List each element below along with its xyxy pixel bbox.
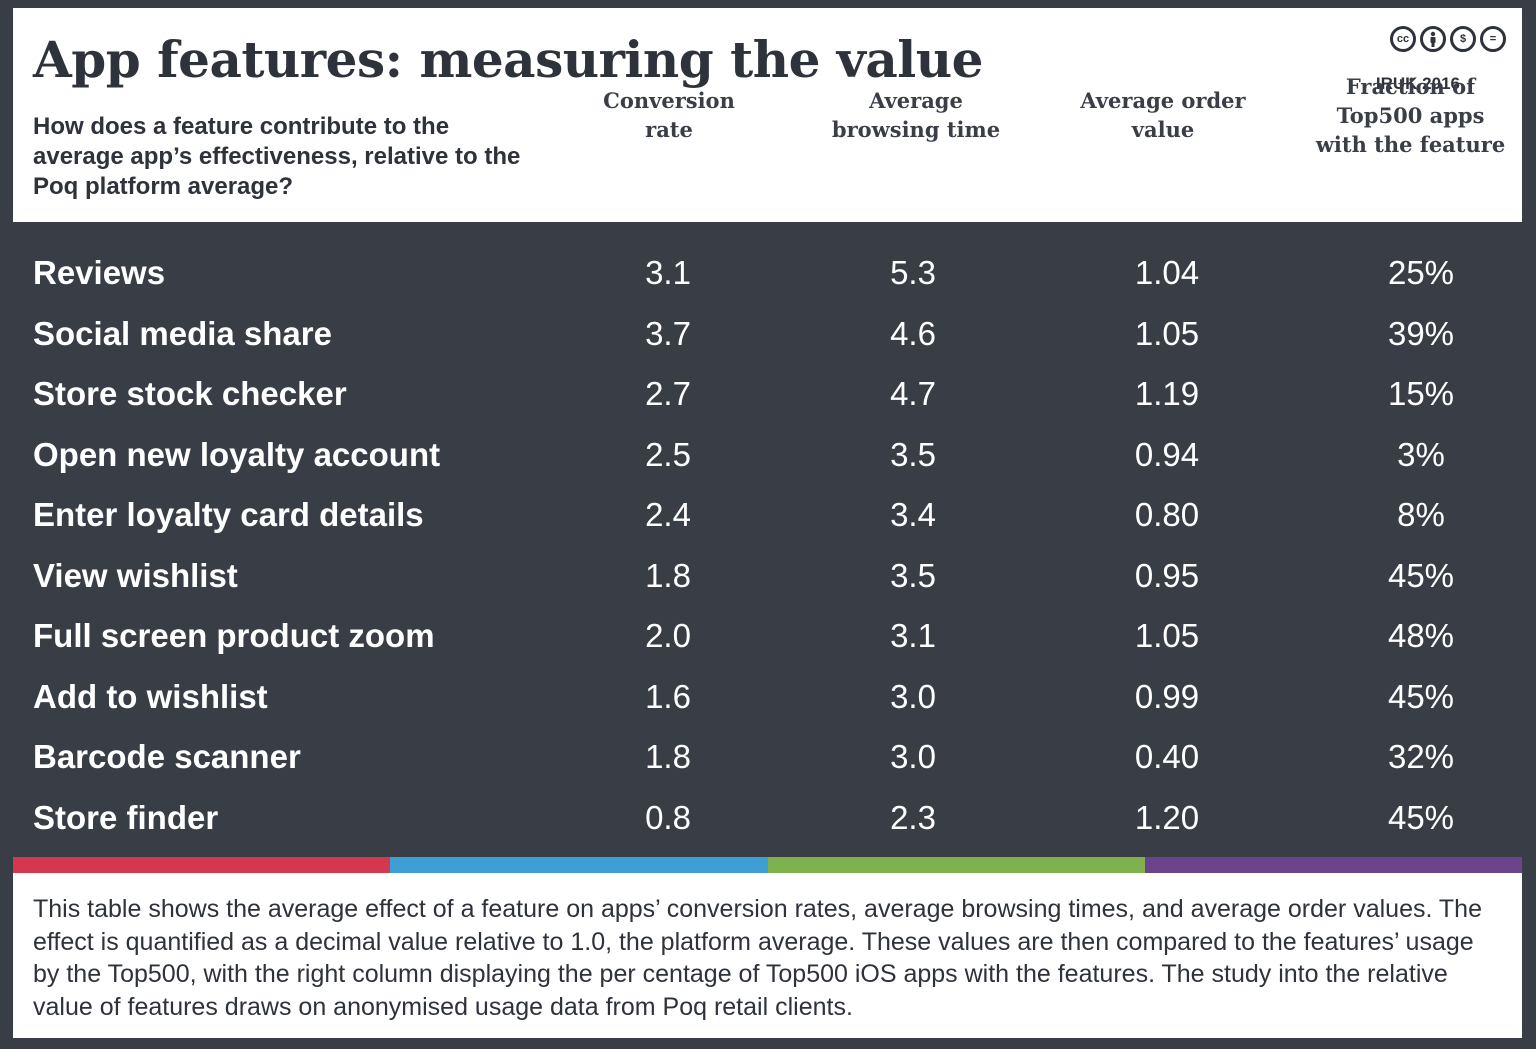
value-cell: 15%: [1387, 375, 1455, 412]
column-header-line: with the feature: [1315, 131, 1506, 157]
value-cell: 3.4: [890, 496, 936, 533]
column-header-line: value: [1131, 117, 1195, 142]
value-cell: 45%: [1387, 556, 1455, 594]
value-cell: 0.40: [1134, 738, 1200, 775]
column-header-line: Average order: [1080, 88, 1246, 113]
non-commercial-icon: $: [1450, 26, 1476, 52]
value-cell: 1.8: [645, 738, 691, 775]
creative-commons-icon: cc: [1390, 26, 1416, 52]
page-title: App features: measuring the value: [33, 30, 983, 89]
value-cell: 39%: [1387, 314, 1455, 352]
column-header-text: Average browsing time: [832, 86, 1000, 144]
value-cell: 32%: [1387, 738, 1455, 775]
value-cell: 45%: [1387, 677, 1455, 715]
value-cell: 1.8: [645, 556, 691, 594]
color-bar-segment: [13, 857, 391, 873]
value-cell: 1.6: [645, 677, 691, 715]
table-row: Social media share 3.7 4.6 1.05 39%: [0, 304, 1536, 365]
table-row: Store finder 0.8 2.3 1.20 45%: [0, 788, 1536, 849]
table-row: Add to wishlist 1.6 3.0 0.99 45%: [0, 667, 1536, 728]
value-cell: 3.5: [890, 435, 936, 473]
column-header-order-value: Average order value: [1073, 8, 1253, 222]
value-cell: 2.4: [645, 496, 691, 533]
feature-name: Store finder: [33, 798, 219, 836]
column-header-line: Average: [869, 88, 963, 113]
table-row: Reviews 3.1 5.3 1.04 25%: [0, 243, 1536, 304]
table-row: View wishlist 1.8 3.5 0.95 45%: [0, 546, 1536, 607]
value-cell: 2.7: [645, 375, 691, 412]
column-header-line: Conversion: [603, 88, 735, 113]
column-header-conversion-rate: Conversion rate: [580, 8, 758, 222]
footer-panel: This table shows the average effect of a…: [13, 873, 1522, 1038]
column-header-line: Fraction of: [1345, 73, 1476, 99]
table-question: How does a feature contribute to the ave…: [33, 113, 521, 200]
value-cell: 3.7: [645, 314, 691, 352]
feature-name: Enter loyalty card details: [33, 496, 424, 533]
value-cell: 4.6: [890, 314, 936, 352]
feature-name: Full screen product zoom: [33, 617, 435, 654]
license-icons: cc $ =: [1390, 26, 1506, 52]
value-cell: 0.8: [645, 798, 691, 836]
feature-name: Barcode scanner: [33, 738, 301, 775]
column-header-line: browsing time: [831, 117, 1001, 142]
feature-name: Store stock checker: [33, 375, 347, 412]
column-header-text: Fraction of Top500 apps with the feature: [1316, 72, 1505, 159]
credit-label: IRUK 2016: [1375, 74, 1460, 93]
value-cell: 0.99: [1134, 677, 1200, 715]
value-cell: 0.94: [1134, 435, 1200, 473]
feature-name: Social media share: [33, 314, 332, 352]
column-header-top500-fraction: Fraction of Top500 apps with the feature: [1308, 8, 1513, 222]
table-row: Barcode scanner 1.8 3.0 0.40 32%: [0, 727, 1536, 788]
value-cell: 1.19: [1134, 375, 1200, 412]
attribution-icon: [1420, 26, 1446, 52]
value-cell: 25%: [1387, 254, 1455, 291]
value-cell: 1.20: [1134, 798, 1200, 836]
column-header-text: Average order value: [1080, 86, 1245, 144]
feature-name: Reviews: [33, 254, 166, 291]
color-bar-segment: [767, 857, 1145, 873]
value-cell: 45%: [1387, 798, 1455, 836]
value-cell: 2.5: [645, 435, 691, 473]
color-bar-segment: [1144, 857, 1522, 873]
value-cell: 3.5: [890, 556, 936, 594]
table-body: Reviews 3.1 5.3 1.04 25% Social media share 3.…: [0, 243, 1536, 848]
table-row: Store stock checker 2.7 4.7 1.19 15%: [0, 364, 1536, 425]
value-cell: 1.05: [1134, 617, 1200, 654]
value-cell: 0.80: [1134, 496, 1200, 533]
feature-name: Add to wishlist: [33, 677, 268, 715]
table-row: Full screen product zoom 2.0 3.1 1.05 48%: [0, 606, 1536, 667]
value-cell: 1.05: [1134, 314, 1200, 352]
column-header-line: rate: [645, 117, 693, 142]
value-cell: 48%: [1387, 617, 1455, 654]
color-bar-segment: [390, 857, 768, 873]
value-cell: 5.3: [890, 254, 936, 291]
value-cell: 3.1: [890, 617, 936, 654]
value-cell: 4.7: [890, 375, 936, 412]
value-cell: 2.3: [890, 798, 936, 836]
value-cell: 1.04: [1134, 254, 1200, 291]
value-cell: 0.95: [1134, 556, 1200, 594]
column-header-text: Conversion rate: [603, 86, 735, 144]
value-cell: 8%: [1397, 496, 1445, 533]
color-bar-divider: [13, 857, 1522, 873]
value-cell: 3%: [1397, 435, 1445, 473]
header-panel: App features: measuring the value cc $ =…: [13, 8, 1522, 222]
table-row: Enter loyalty card details 2.4 3.4 0.80 8%: [0, 485, 1536, 546]
column-header-line: Top500 apps: [1336, 102, 1485, 128]
column-header-browsing-time: Average browsing time: [820, 8, 1012, 222]
feature-name: View wishlist: [33, 556, 238, 594]
value-cell: 3.1: [645, 254, 691, 291]
no-derivatives-icon: =: [1480, 26, 1506, 52]
value-cell: 3.0: [890, 677, 936, 715]
value-cell: 3.0: [890, 738, 936, 775]
feature-name: Open new loyalty account: [33, 435, 441, 473]
table-row: Open new loyalty account 2.5 3.5 0.94 3%: [0, 425, 1536, 486]
footnote: This table shows the average effect of a…: [33, 895, 1482, 1021]
value-cell: 2.0: [645, 617, 691, 654]
